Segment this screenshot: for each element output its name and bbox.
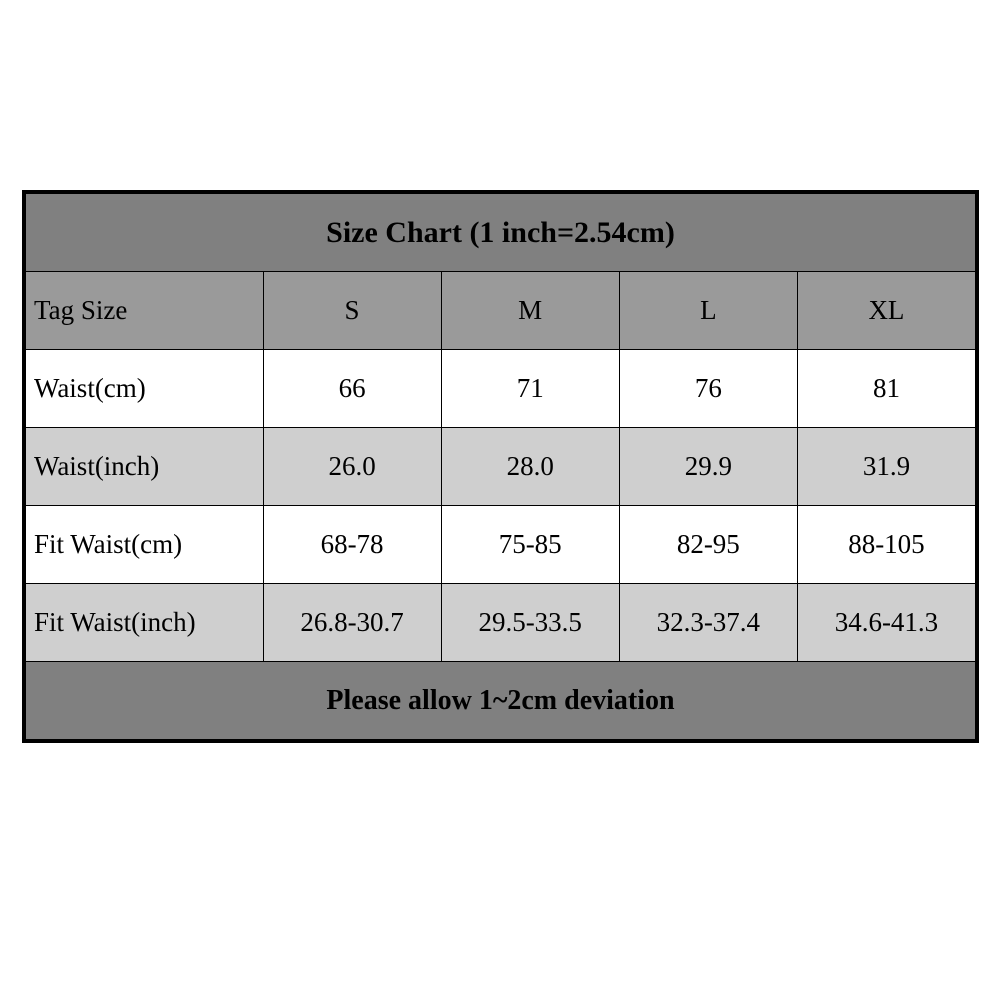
col-header-xl: XL bbox=[797, 272, 975, 350]
size-chart-container: Size Chart (1 inch=2.54cm) Tag Size S M … bbox=[22, 190, 979, 743]
cell-value: 81 bbox=[797, 350, 975, 428]
col-header-l: L bbox=[619, 272, 797, 350]
row-label: Waist(inch) bbox=[26, 428, 264, 506]
table-row: Fit Waist(cm) 68-78 75-85 82-95 88-105 bbox=[26, 506, 976, 584]
page-canvas: Size Chart (1 inch=2.54cm) Tag Size S M … bbox=[0, 0, 1001, 1001]
table-title-row: Size Chart (1 inch=2.54cm) bbox=[26, 194, 976, 272]
table-header-row: Tag Size S M L XL bbox=[26, 272, 976, 350]
table-footer-row: Please allow 1~2cm deviation bbox=[26, 662, 976, 740]
cell-value: 75-85 bbox=[441, 506, 619, 584]
table-row: Waist(cm) 66 71 76 81 bbox=[26, 350, 976, 428]
col-header-s: S bbox=[263, 272, 441, 350]
chart-footer-note: Please allow 1~2cm deviation bbox=[26, 662, 976, 740]
cell-value: 29.9 bbox=[619, 428, 797, 506]
col-header-tag-size: Tag Size bbox=[26, 272, 264, 350]
cell-value: 34.6-41.3 bbox=[797, 584, 975, 662]
cell-value: 31.9 bbox=[797, 428, 975, 506]
row-label: Waist(cm) bbox=[26, 350, 264, 428]
row-label: Fit Waist(cm) bbox=[26, 506, 264, 584]
cell-value: 88-105 bbox=[797, 506, 975, 584]
col-header-m: M bbox=[441, 272, 619, 350]
cell-value: 26.0 bbox=[263, 428, 441, 506]
table-row: Fit Waist(inch) 26.8-30.7 29.5-33.5 32.3… bbox=[26, 584, 976, 662]
cell-value: 29.5-33.5 bbox=[441, 584, 619, 662]
cell-value: 66 bbox=[263, 350, 441, 428]
table-row: Waist(inch) 26.0 28.0 29.9 31.9 bbox=[26, 428, 976, 506]
size-chart-table: Size Chart (1 inch=2.54cm) Tag Size S M … bbox=[25, 193, 976, 740]
cell-value: 82-95 bbox=[619, 506, 797, 584]
cell-value: 32.3-37.4 bbox=[619, 584, 797, 662]
cell-value: 26.8-30.7 bbox=[263, 584, 441, 662]
cell-value: 68-78 bbox=[263, 506, 441, 584]
chart-title: Size Chart (1 inch=2.54cm) bbox=[26, 194, 976, 272]
row-label: Fit Waist(inch) bbox=[26, 584, 264, 662]
cell-value: 76 bbox=[619, 350, 797, 428]
cell-value: 28.0 bbox=[441, 428, 619, 506]
cell-value: 71 bbox=[441, 350, 619, 428]
